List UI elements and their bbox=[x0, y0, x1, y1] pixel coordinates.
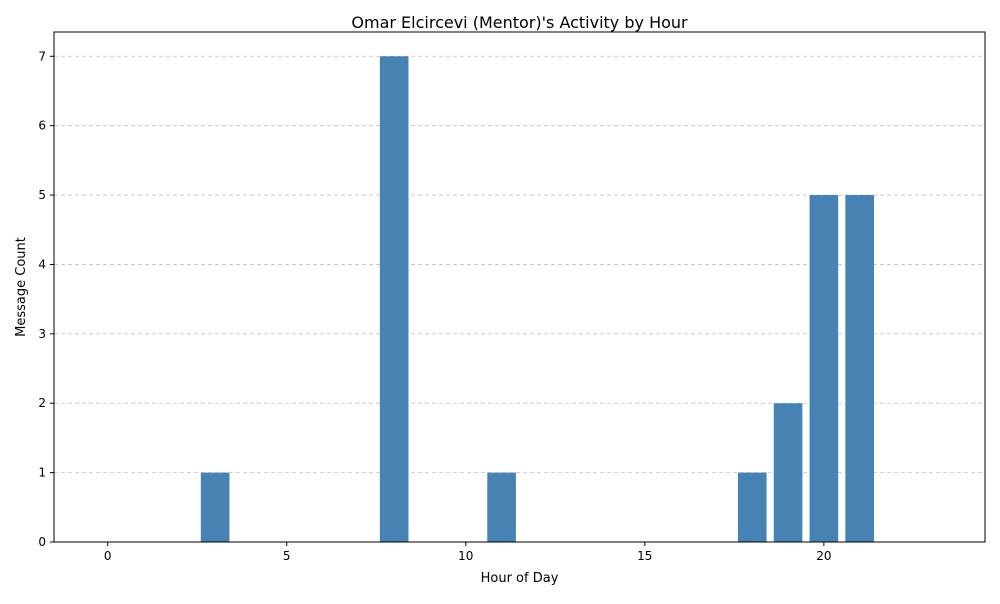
x-tick-label: 20 bbox=[816, 549, 831, 563]
y-tick-label: 1 bbox=[38, 466, 46, 480]
bar-hour-21 bbox=[845, 195, 874, 542]
chart-title: Omar Elcircevi (Mentor)'s Activity by Ho… bbox=[351, 13, 688, 32]
bar-hour-19 bbox=[773, 403, 803, 542]
x-tick-label: 15 bbox=[637, 549, 652, 563]
y-tick-label: 3 bbox=[38, 327, 46, 341]
bar-hour-3 bbox=[200, 472, 230, 542]
bar-hour-18 bbox=[737, 472, 767, 542]
x-axis-label: Hour of Day bbox=[481, 571, 559, 586]
gridlines bbox=[54, 55, 985, 474]
bar-hour-20 bbox=[809, 195, 839, 542]
y-tick-label: 2 bbox=[38, 396, 46, 410]
bars bbox=[200, 56, 874, 543]
bar-hour-11 bbox=[487, 472, 516, 542]
x-tick-label: 5 bbox=[283, 549, 291, 563]
y-tick-label: 6 bbox=[38, 119, 46, 133]
x-tick-label: 0 bbox=[104, 549, 112, 563]
y-tick-label: 5 bbox=[38, 188, 46, 202]
plot-frame bbox=[53, 31, 986, 543]
x-axis-ticks: 0 5 10 15 20 bbox=[104, 542, 832, 563]
x-tick-label: 10 bbox=[458, 549, 473, 563]
y-axis-label: Message Count bbox=[14, 237, 29, 337]
bar-hour-8 bbox=[379, 56, 409, 543]
y-tick-label: 7 bbox=[38, 49, 46, 63]
y-tick-label: 0 bbox=[38, 535, 46, 549]
y-tick-label: 4 bbox=[38, 257, 46, 271]
y-axis-ticks: 0 1 2 3 4 5 6 7 bbox=[38, 49, 54, 549]
